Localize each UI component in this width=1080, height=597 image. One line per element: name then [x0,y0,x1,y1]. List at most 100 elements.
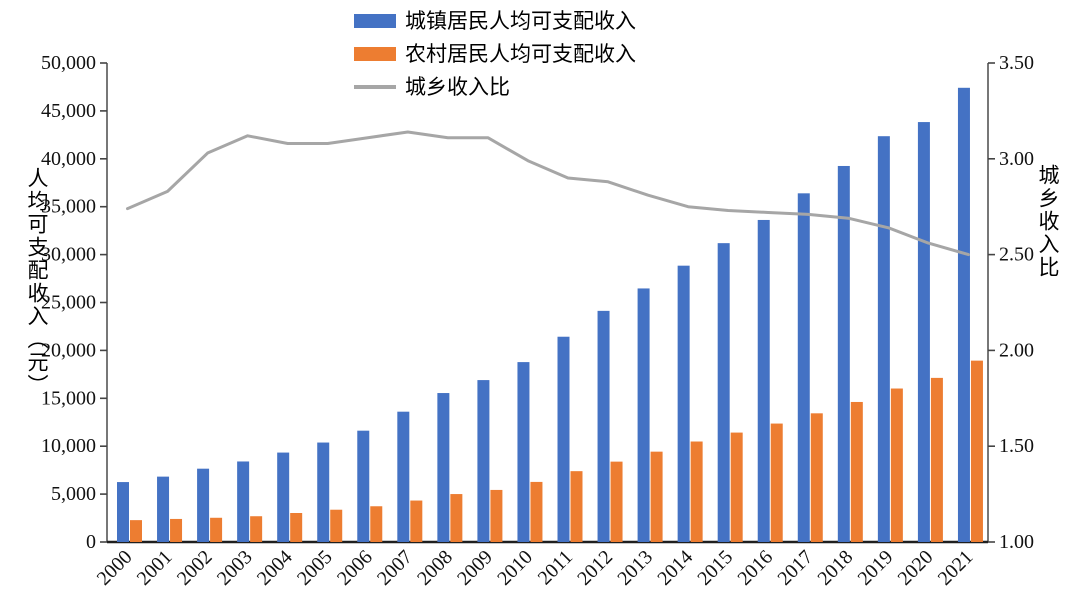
legend-swatch-ratio-line [354,85,396,89]
legend-swatch-rural [354,47,396,61]
x-tick-label-2017: 2017 [773,546,817,590]
bar-urban-2013 [637,288,650,542]
x-tick-label-2006: 2006 [333,546,377,590]
bar-urban-2020 [917,122,930,542]
bar-rural-2008 [450,494,463,542]
x-tick-label-2020: 2020 [894,546,938,590]
bar-rural-2016 [770,423,783,542]
bar-rural-2004 [290,513,303,542]
left-tick-label-45000: 45,000 [41,100,96,122]
x-tick-label-2008: 2008 [413,546,457,590]
right-tick-label-2.50: 2.50 [999,244,1034,266]
left-tick-label-0: 0 [86,531,96,553]
bar-rural-2013 [650,451,663,542]
bar-urban-2007 [397,411,410,542]
x-tick-label-2012: 2012 [573,546,617,590]
right-axis-ticks: 1.00 1.50 2.00 2.50 3.00 3.50 [988,52,1034,553]
bar-urban-2003 [237,461,250,542]
legend-label-ratio: 城乡收入比 [405,74,510,99]
bar-rural-2020 [930,377,943,542]
bars-urban [117,87,970,543]
x-tick-label-2000: 2000 [93,546,137,590]
legend-swatch-urban [354,14,396,28]
x-tick-label-2004: 2004 [253,546,297,590]
left-tick-label-20000: 20,000 [41,339,96,361]
left-tick-label-50000: 50,000 [41,52,96,74]
bar-urban-2009 [477,380,490,542]
bar-rural-2018 [850,401,863,542]
x-tick-label-2005: 2005 [293,546,337,590]
right-tick-label-3.00: 3.00 [999,148,1034,170]
ratio-line [126,130,970,257]
bar-urban-2000 [117,482,129,542]
x-tick-label-2011: 2011 [534,546,577,589]
bar-rural-2009 [490,489,503,542]
bar-rural-2003 [250,516,263,542]
bar-urban-2019 [877,136,890,542]
x-tick-label-2019: 2019 [854,546,898,590]
left-tick-label-25000: 25,000 [41,292,96,314]
bar-urban-2001 [157,476,170,542]
bar-urban-2021 [957,87,970,543]
bar-urban-2012 [597,310,610,542]
right-tick-label-1.00: 1.00 [999,531,1034,553]
x-tick-label-2021: 2021 [934,546,978,590]
bar-rural-2012 [610,461,623,542]
bar-rural-2014 [690,441,703,542]
bars-rural [130,360,983,542]
bar-rural-2002 [210,517,223,542]
left-tick-label-10000: 10,000 [41,435,96,457]
bar-rural-2017 [810,413,823,542]
x-tick-label-2009: 2009 [453,546,497,590]
left-tick-label-15000: 15,000 [41,387,96,409]
left-axis-ticks: 0 5,000 10,000 15,000 20,000 25,000 30,000 35,0… [41,52,107,553]
legend-label-rural: 农村居民人均可支配收入 [405,41,636,66]
right-tick-label-1.50: 1.50 [999,435,1034,457]
bar-urban-2004 [277,452,290,542]
x-tick-label-2007: 2007 [373,546,417,590]
bar-urban-2014 [677,265,690,542]
bar-rural-2011 [570,471,583,542]
x-tick-label-2015: 2015 [693,546,737,590]
legend: 城镇居民人均可支配收入 农村居民人均可支配收入 城乡收入比 [354,6,636,102]
x-tick-label-2014: 2014 [653,546,697,590]
x-tick-label-2013: 2013 [613,546,657,590]
bar-urban-2005 [317,442,330,542]
legend-label-urban: 城镇居民人均可支配收入 [405,8,636,33]
x-tick-label-2001: 2001 [133,546,177,590]
legend-item-rural: 农村居民人均可支配收入 [354,39,636,69]
left-tick-label-35000: 35,000 [41,196,96,218]
bar-urban-2011 [557,336,570,542]
right-tick-label-3.50: 3.50 [999,52,1034,74]
bar-rural-2005 [330,509,343,542]
bar-rural-2010 [530,481,543,542]
x-tick-label-2018: 2018 [814,546,858,590]
bar-urban-2016 [757,219,770,542]
bar-urban-2010 [517,362,530,542]
bar-urban-2002 [197,468,210,542]
x-tick-label-2002: 2002 [173,546,217,590]
right-tick-label-2.00: 2.00 [999,339,1034,361]
x-tick-label-2016: 2016 [733,546,777,590]
x-tick-label-2003: 2003 [213,546,257,590]
bar-rural-2015 [730,432,743,542]
bar-rural-2007 [410,500,423,542]
bar-urban-2008 [437,393,450,542]
bar-urban-2006 [357,430,370,542]
left-tick-label-30000: 30,000 [41,244,96,266]
bar-urban-2017 [797,193,810,542]
x-tick-labels: 2000200120022003200420052006200720082009… [93,546,978,590]
x-tick-label-2010: 2010 [493,546,537,590]
legend-item-ratio: 城乡收入比 [354,72,636,102]
bar-rural-2019 [890,388,903,542]
legend-item-urban: 城镇居民人均可支配收入 [354,6,636,36]
bar-rural-2006 [370,506,383,542]
left-axis-title: 人均可支配收入（元） [25,167,49,397]
bar-urban-2015 [717,243,730,542]
bar-rural-2000 [130,520,142,542]
bar-urban-2018 [837,165,850,543]
right-axis-title: 城乡收入比 [1036,164,1060,279]
bar-rural-2001 [170,518,183,542]
